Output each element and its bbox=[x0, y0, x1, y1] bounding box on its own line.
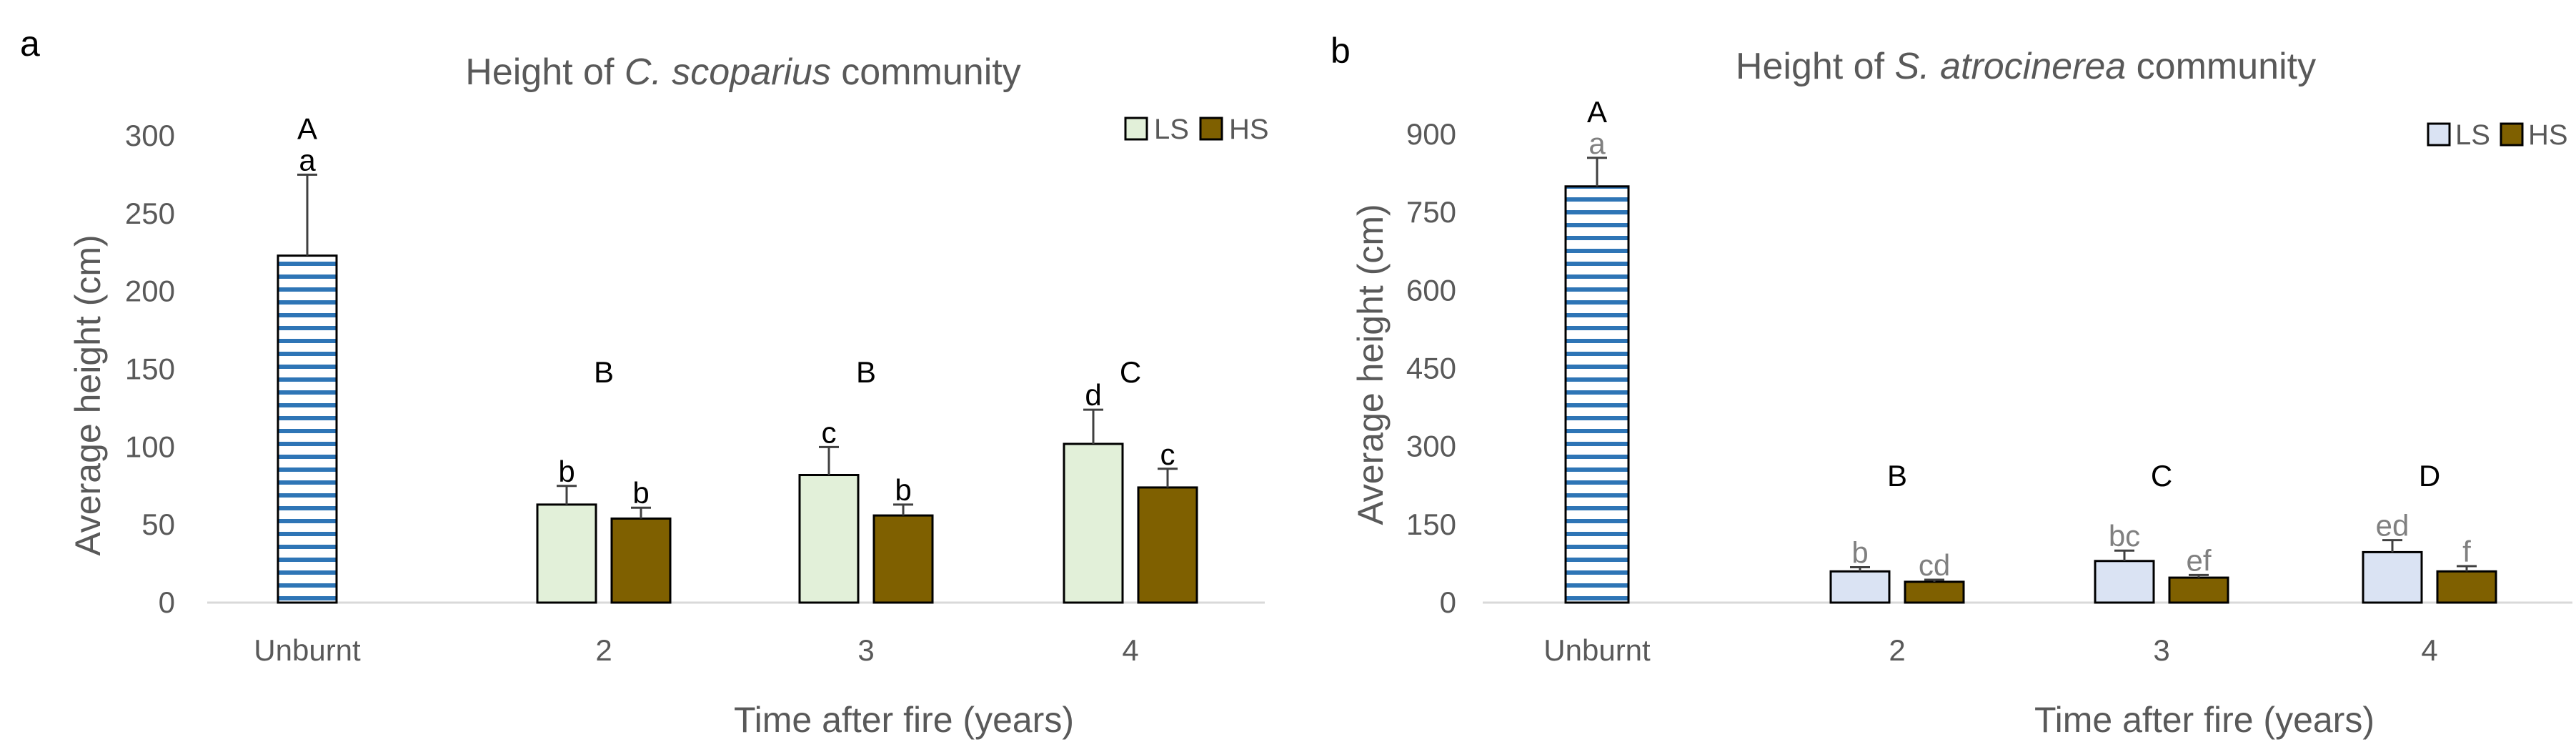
legend: LS HS bbox=[1124, 114, 1269, 145]
y-tick-label: 0 bbox=[1440, 585, 1456, 619]
x-tick-label: 4 bbox=[2421, 633, 2437, 667]
legend-label-hs: HS bbox=[2528, 119, 2568, 151]
group-significance-letter: B bbox=[1887, 459, 1907, 493]
legend-swatch-hs bbox=[2500, 122, 2524, 147]
panel-letter: a bbox=[20, 24, 40, 64]
y-tick-label: 200 bbox=[125, 274, 175, 308]
group-significance-letter: C bbox=[1120, 355, 1141, 389]
significance-letter: c bbox=[1160, 437, 1175, 471]
bar-ls-4 bbox=[2362, 550, 2423, 604]
significance-letter: a bbox=[299, 143, 316, 177]
bar-ls-3 bbox=[2094, 560, 2155, 604]
bar-ls-2 bbox=[536, 503, 597, 604]
significance-letter: c bbox=[822, 415, 837, 449]
significance-letter: b bbox=[632, 476, 649, 510]
y-tick-label: 250 bbox=[125, 197, 175, 230]
group-significance-letter: B bbox=[856, 355, 876, 389]
y-tick-label: 750 bbox=[1406, 195, 1456, 229]
y-axis-label: Average height (cm) bbox=[68, 234, 108, 555]
significance-letter: b bbox=[895, 473, 911, 507]
group-significance-letter: B bbox=[594, 355, 614, 389]
significance-letter: b bbox=[1851, 536, 1868, 570]
x-tick-label: 3 bbox=[857, 633, 874, 667]
legend-swatch-hs bbox=[1199, 117, 1223, 141]
group-significance-letter: A bbox=[1587, 95, 1607, 129]
bar-unburnt bbox=[1564, 185, 1630, 604]
group-significance-letter: A bbox=[297, 112, 317, 145]
legend-swatch-ls bbox=[2427, 122, 2451, 147]
y-tick-label: 900 bbox=[1406, 117, 1456, 151]
y-tick-label: 600 bbox=[1406, 273, 1456, 307]
group-significance-letter: D bbox=[2419, 459, 2440, 493]
significance-letter: ef bbox=[2186, 543, 2211, 577]
x-tick-label: 3 bbox=[2153, 633, 2169, 667]
significance-letter: a bbox=[1588, 127, 1606, 160]
bar-hs-4 bbox=[2436, 570, 2497, 604]
significance-letter: ed bbox=[2376, 509, 2410, 543]
y-tick-label: 150 bbox=[125, 352, 175, 386]
y-tick-label: 450 bbox=[1406, 352, 1456, 385]
legend: LS HS bbox=[2427, 119, 2568, 151]
x-tick-label: Unburnt bbox=[254, 633, 361, 667]
x-tick-label: 2 bbox=[1889, 633, 1905, 667]
x-axis-label: Time after fire (years) bbox=[2034, 700, 2374, 740]
x-axis-label: Time after fire (years) bbox=[734, 700, 1074, 740]
x-tick-label: 4 bbox=[1122, 633, 1138, 667]
bar-hs-3 bbox=[2168, 576, 2229, 604]
bar-hs-4 bbox=[1137, 486, 1198, 604]
bar-ls-2 bbox=[1829, 570, 1891, 604]
bar-ls-4 bbox=[1063, 442, 1124, 604]
chart-title: Height of C. scoparius community bbox=[465, 51, 1020, 93]
legend-label-hs: HS bbox=[1229, 114, 1269, 145]
panel-letter: b bbox=[1331, 31, 1351, 71]
y-axis-label: Average height (cm) bbox=[1351, 204, 1391, 525]
chart-title: Height of S. atrocinerea community bbox=[1736, 46, 2316, 87]
chart-panel-b: b Height of S. atrocinerea community 0 15… bbox=[1331, 31, 2572, 740]
y-tick-label: 100 bbox=[125, 430, 175, 463]
y-tick-label: 150 bbox=[1406, 508, 1456, 541]
legend-swatch-ls bbox=[1124, 117, 1148, 141]
bar-unburnt bbox=[277, 254, 338, 604]
significance-letter: b bbox=[558, 455, 575, 488]
x-tick-label: Unburnt bbox=[1543, 633, 1651, 667]
significance-letter: bc bbox=[2109, 519, 2140, 553]
legend-label-ls: LS bbox=[1154, 114, 1189, 145]
bar-hs-2 bbox=[610, 517, 672, 604]
significance-letter: d bbox=[1085, 378, 1101, 412]
chart-panel-a: a Height of C. scoparius community 0 50 10… bbox=[20, 24, 1269, 740]
y-tick-label: 50 bbox=[141, 508, 175, 541]
y-tick-label: 300 bbox=[125, 119, 175, 152]
bar-hs-2 bbox=[1904, 580, 1965, 604]
bar-hs-3 bbox=[872, 514, 934, 604]
legend-label-ls: LS bbox=[2455, 119, 2490, 151]
significance-letter: f bbox=[2462, 535, 2471, 568]
significance-letter: cd bbox=[1919, 548, 1950, 582]
bar-ls-3 bbox=[798, 474, 860, 604]
x-tick-label: 2 bbox=[595, 633, 612, 667]
y-tick-label: 300 bbox=[1406, 430, 1456, 463]
group-significance-letter: C bbox=[2151, 459, 2172, 493]
y-tick-label: 0 bbox=[159, 585, 175, 619]
